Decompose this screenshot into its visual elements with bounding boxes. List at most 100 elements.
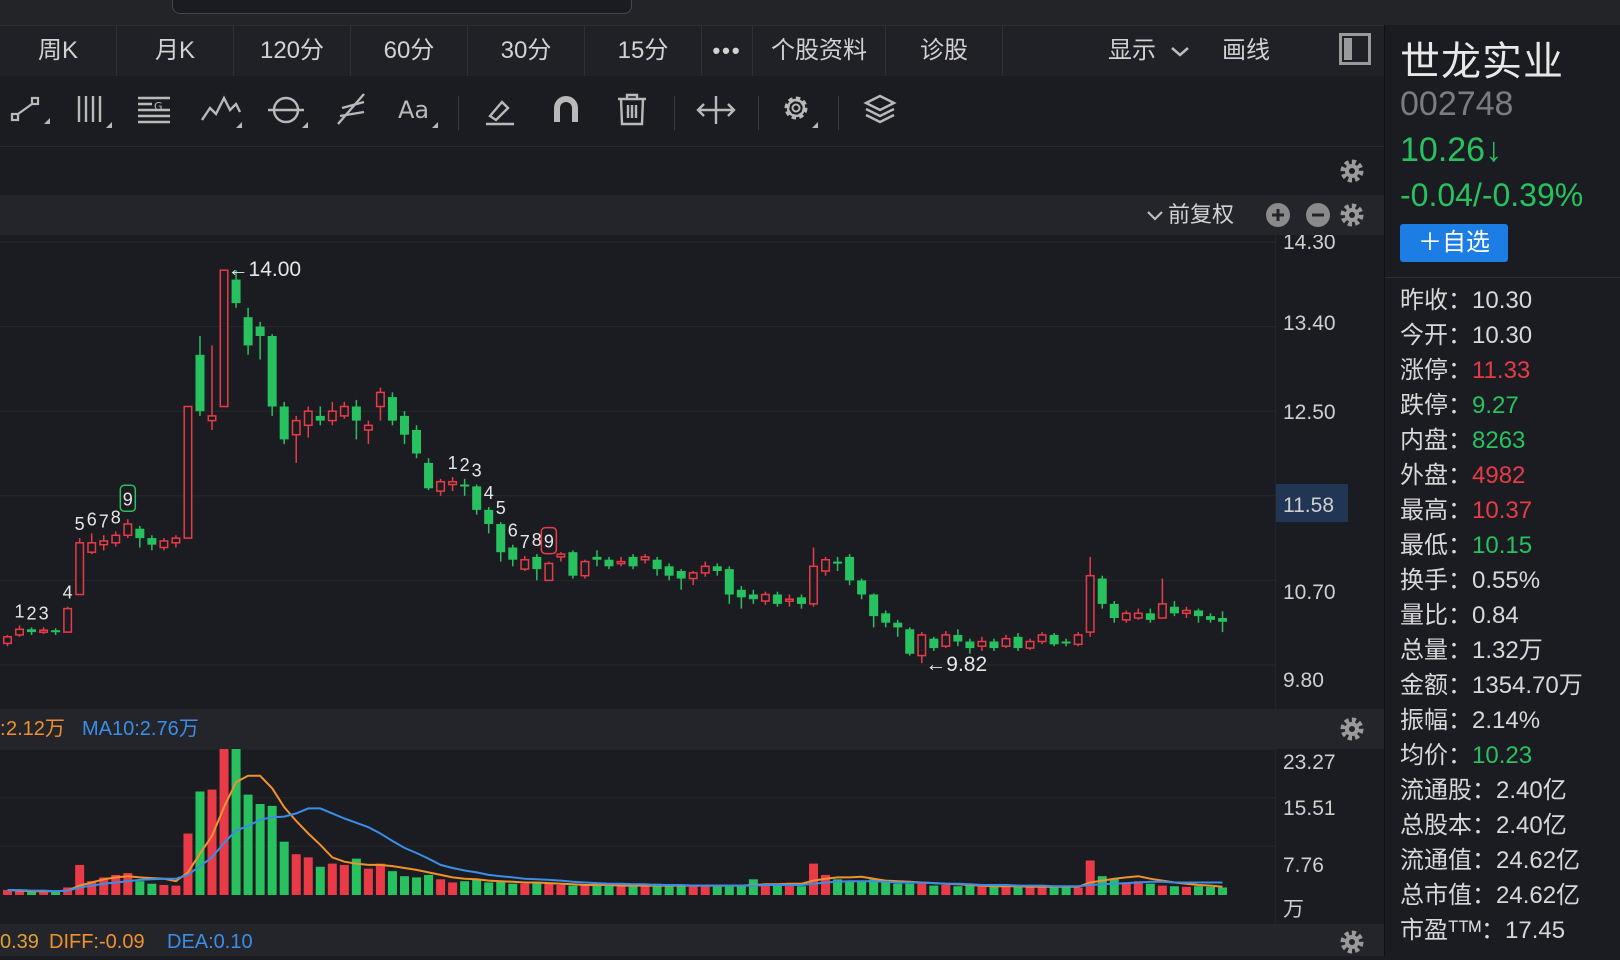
volume-bar xyxy=(736,885,746,895)
stat-key: 最低： xyxy=(1400,532,1472,559)
gear-icon[interactable] xyxy=(1338,928,1366,956)
stat-row: 均价：10.23 xyxy=(1400,735,1532,770)
draw-line-button[interactable]: 画线 xyxy=(1222,37,1270,64)
volume-bar xyxy=(412,877,422,895)
candle-body xyxy=(881,613,891,623)
volume-bar xyxy=(664,885,674,895)
eraser-icon[interactable] xyxy=(478,88,522,132)
stat-key: 振幅： xyxy=(1400,707,1472,734)
stat-key: 跌停： xyxy=(1400,392,1472,419)
candle-body xyxy=(652,559,662,570)
td-sequence-label: 8 xyxy=(111,508,121,528)
candle-body xyxy=(123,523,133,537)
line-segment-tool-icon[interactable] xyxy=(6,88,50,132)
toolbar-divider xyxy=(838,96,839,130)
panel-toggle-icon[interactable] xyxy=(1339,33,1371,65)
candle-body xyxy=(1013,636,1023,649)
gear-icon[interactable] xyxy=(1338,157,1366,185)
volume-tick: 7.76 xyxy=(1283,854,1324,877)
tab-monthly-k[interactable]: 月K xyxy=(117,26,234,76)
volume-bar xyxy=(784,885,794,895)
layers-icon[interactable] xyxy=(858,88,902,132)
candle-body xyxy=(363,424,373,431)
text-annotation-tool-icon[interactable]: Aa xyxy=(396,88,440,132)
search-input[interactable] xyxy=(172,0,632,14)
volume-bar xyxy=(1193,886,1203,895)
tab-15min[interactable]: 15分 xyxy=(585,26,702,76)
adjust-dropdown[interactable]: 前复权 xyxy=(1146,195,1234,235)
candle-body xyxy=(616,560,626,565)
toolbar-divider xyxy=(458,96,459,130)
candle-body xyxy=(436,480,446,492)
stock-name: 世龙实业 xyxy=(1400,40,1564,84)
zoom-out-icon[interactable] xyxy=(1305,202,1331,228)
price-tick: 13.40 xyxy=(1283,312,1336,335)
volume-bar xyxy=(484,882,494,895)
candle-body xyxy=(63,607,73,633)
settings-gear-icon[interactable] xyxy=(776,88,820,132)
period-tab-bar: 周K 月K 120分 60分 30分 15分 ••• 个股资料 诊股 显示 画线 xyxy=(0,25,1384,77)
stat-key: 市盈ᵀᵀᴹ： xyxy=(1400,917,1506,944)
candle-body xyxy=(99,540,109,546)
td-sequence-label: 3 xyxy=(39,603,49,623)
volume-tick: 23.27 xyxy=(1283,751,1336,774)
adjust-bar: 前复权 xyxy=(0,195,1384,235)
candle-body xyxy=(183,405,193,539)
gear-icon[interactable] xyxy=(1338,201,1366,229)
fibonacci-tool-icon[interactable] xyxy=(330,88,374,132)
candle-body xyxy=(171,537,181,544)
trash-icon[interactable] xyxy=(610,88,654,132)
stat-row: 总量：1.32万 xyxy=(1400,630,1543,665)
candle-body xyxy=(556,553,566,558)
tab-stock-diagnosis[interactable]: 诊股 xyxy=(886,26,1003,76)
volume-bar xyxy=(315,866,325,895)
volume-bar xyxy=(111,874,121,895)
more-tabs-button[interactable]: ••• xyxy=(702,26,753,76)
stat-key: 金额： xyxy=(1400,672,1472,699)
stat-row: 跌停：9.27 xyxy=(1400,385,1519,420)
volume-bar xyxy=(195,791,205,895)
tab-30min[interactable]: 30分 xyxy=(468,26,585,76)
expand-horizontal-icon[interactable] xyxy=(694,88,738,132)
panel-divider xyxy=(1384,25,1385,956)
magnet-icon[interactable] xyxy=(544,88,588,132)
volume-bar xyxy=(821,874,831,895)
candle-body xyxy=(821,558,831,572)
text-lines-tool-icon[interactable]: G xyxy=(132,88,176,132)
cycle-tool-icon[interactable] xyxy=(266,88,310,132)
candle-body xyxy=(532,556,542,570)
volume-bar xyxy=(99,877,109,895)
gear-icon[interactable] xyxy=(1338,715,1366,743)
volume-bar xyxy=(556,884,566,895)
candlestick-chart[interactable]: 1 2 3 4 5 6 7 8 1 2 3 4 5 6 7 8 9 9 ←14.00 ←9.82 14.30 13.4… xyxy=(0,231,1384,709)
tab-stock-profile[interactable]: 个股资料 xyxy=(753,26,886,76)
tab-weekly-k[interactable]: 周K xyxy=(0,26,117,76)
volume-chart[interactable]: 23.27 15.51 7.76 万 xyxy=(0,748,1384,924)
candle-body xyxy=(3,636,12,645)
candle-body xyxy=(580,560,590,577)
stat-value: 10.37 xyxy=(1472,497,1533,524)
volume-bar xyxy=(580,884,590,895)
td-sequence-label: 4 xyxy=(63,583,73,603)
display-dropdown[interactable]: 显示 xyxy=(1108,26,1191,76)
candle-body xyxy=(1097,578,1107,604)
add-favorite-button[interactable]: ＋自选 xyxy=(1400,224,1508,262)
tab-60min[interactable]: 60分 xyxy=(351,26,468,76)
volume-bar xyxy=(303,857,313,895)
volume-bar xyxy=(279,841,289,895)
candle-body xyxy=(965,641,975,649)
volume-bar xyxy=(1037,886,1047,895)
tab-120min[interactable]: 120分 xyxy=(234,26,351,76)
volume-bar xyxy=(893,883,903,895)
zoom-in-icon[interactable] xyxy=(1265,202,1291,228)
vertical-lines-tool-icon[interactable] xyxy=(70,88,114,132)
chart-settings-row xyxy=(0,147,1384,195)
wave-pattern-tool-icon[interactable] xyxy=(200,88,244,132)
stat-value: 2.14% xyxy=(1472,707,1541,734)
td-sequence-label: 3 xyxy=(472,461,482,481)
volume-bar xyxy=(339,864,349,895)
stat-key: 涨停： xyxy=(1400,357,1472,384)
volume-bar xyxy=(857,881,867,895)
stat-key: 量比： xyxy=(1400,602,1472,629)
